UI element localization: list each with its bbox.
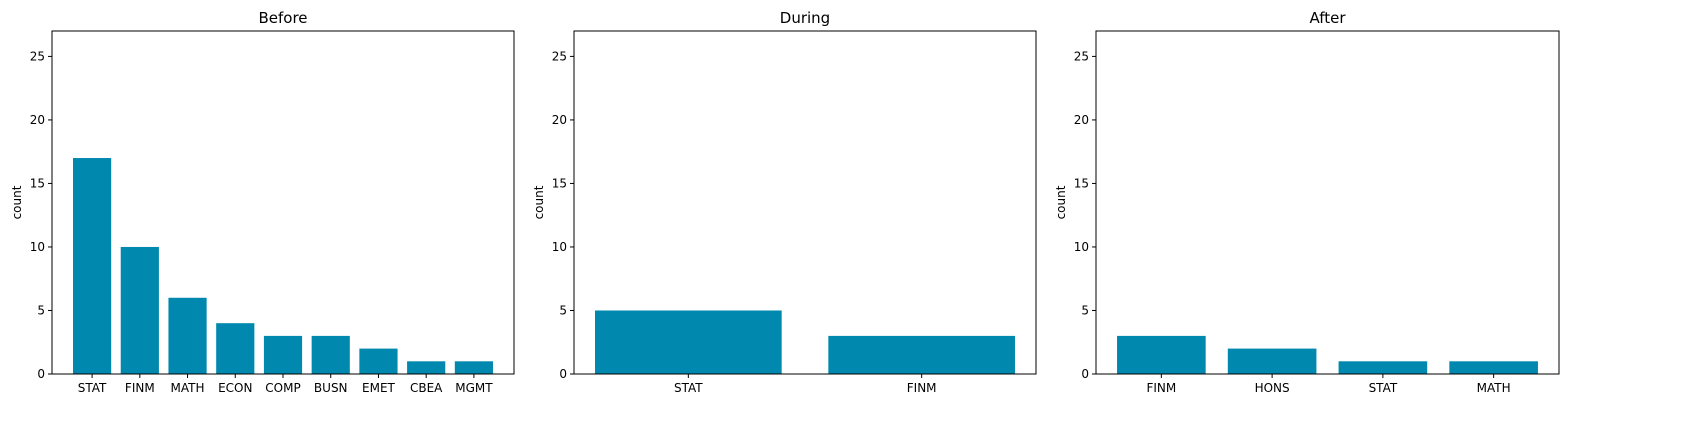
y-axis-label: count — [10, 185, 24, 219]
y-tick-label: 5 — [37, 303, 45, 317]
y-axis-label: count — [532, 185, 546, 219]
y-tick-label: 0 — [559, 367, 567, 381]
y-tick-label: 15 — [30, 176, 45, 190]
bar-hons — [1227, 348, 1317, 374]
x-tick-label: CBEA — [410, 381, 443, 395]
y-tick-label: 0 — [1081, 367, 1089, 381]
x-tick-label: FINM — [125, 381, 155, 395]
x-tick-label: BUSN — [314, 381, 348, 395]
x-tick-label: STAT — [674, 381, 703, 395]
x-tick-label: EMET — [362, 381, 396, 395]
bar-stat — [595, 310, 782, 374]
plot-frame — [1095, 30, 1560, 375]
y-tick-label: 10 — [30, 240, 45, 254]
y-tick-label: 5 — [1081, 303, 1089, 317]
chart-title: During — [780, 9, 830, 27]
y-tick-label: 20 — [1074, 113, 1089, 127]
x-tick-label: STAT — [1369, 381, 1398, 395]
x-tick-label: MGMT — [455, 381, 493, 395]
bar-comp — [263, 335, 303, 374]
y-tick-label: 5 — [559, 303, 567, 317]
x-tick-label: MATH — [1477, 381, 1511, 395]
y-axis-label: count — [1054, 185, 1068, 219]
x-tick-label: STAT — [78, 381, 107, 395]
chart-panel-before: Before count 0 5 10 15 20 25 STAT FINM MATH ECON COM… — [10, 9, 515, 395]
bar-stat — [1338, 361, 1428, 374]
chart-panel-during: During count 0 5 10 15 20 25 STAT FINM — [532, 9, 1037, 395]
bar-emet — [359, 348, 398, 374]
y-tick-label: 10 — [1074, 240, 1089, 254]
bar-stat — [73, 158, 112, 374]
x-tick-label: COMP — [265, 381, 300, 395]
y-tick-label: 25 — [30, 49, 45, 63]
y-tick-label: 0 — [37, 367, 45, 381]
y-tick-label: 15 — [1074, 176, 1089, 190]
x-tick-label: HONS — [1255, 381, 1290, 395]
bar-finm — [1117, 335, 1206, 374]
y-tick-label: 20 — [552, 113, 567, 127]
bar-finm — [120, 246, 159, 374]
bar-busn — [311, 335, 350, 374]
chart-panel-after: After count 0 5 10 15 20 25 FINM HONS STAT MATH — [1054, 9, 1560, 395]
x-tick-label: FINM — [907, 381, 937, 395]
plot-frame — [51, 30, 515, 375]
x-tick-label: ECON — [218, 381, 252, 395]
bar-finm — [828, 335, 1015, 374]
chart-title: After — [1309, 9, 1346, 27]
bar-math — [168, 297, 207, 374]
y-tick-label: 10 — [552, 240, 567, 254]
y-tick-label: 15 — [552, 176, 567, 190]
y-tick-label: 25 — [1074, 49, 1089, 63]
y-tick-label: 20 — [30, 113, 45, 127]
y-tick-label: 25 — [552, 49, 567, 63]
bar-econ — [216, 323, 255, 374]
chart-title: Before — [258, 9, 307, 27]
x-tick-label: MATH — [171, 381, 205, 395]
bar-mgmt — [454, 361, 493, 374]
bar-cbea — [407, 361, 446, 374]
plot-frame — [573, 30, 1037, 375]
x-tick-label: FINM — [1146, 381, 1176, 395]
bar-math — [1449, 361, 1538, 374]
